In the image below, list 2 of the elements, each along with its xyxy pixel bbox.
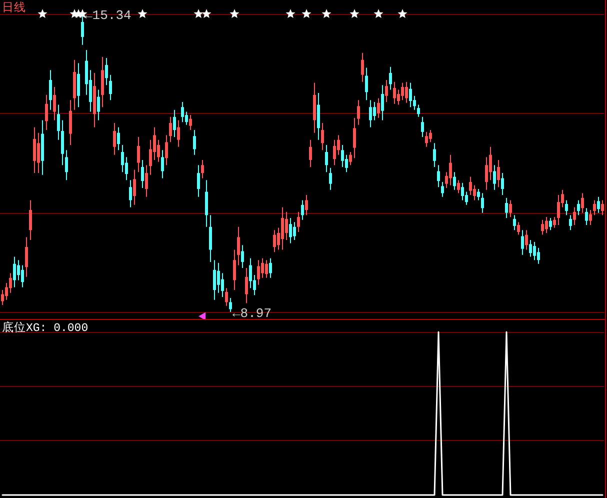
title: 底位XG: 0.000 xyxy=(2,322,88,335)
title: 日线 xyxy=(2,2,26,15)
